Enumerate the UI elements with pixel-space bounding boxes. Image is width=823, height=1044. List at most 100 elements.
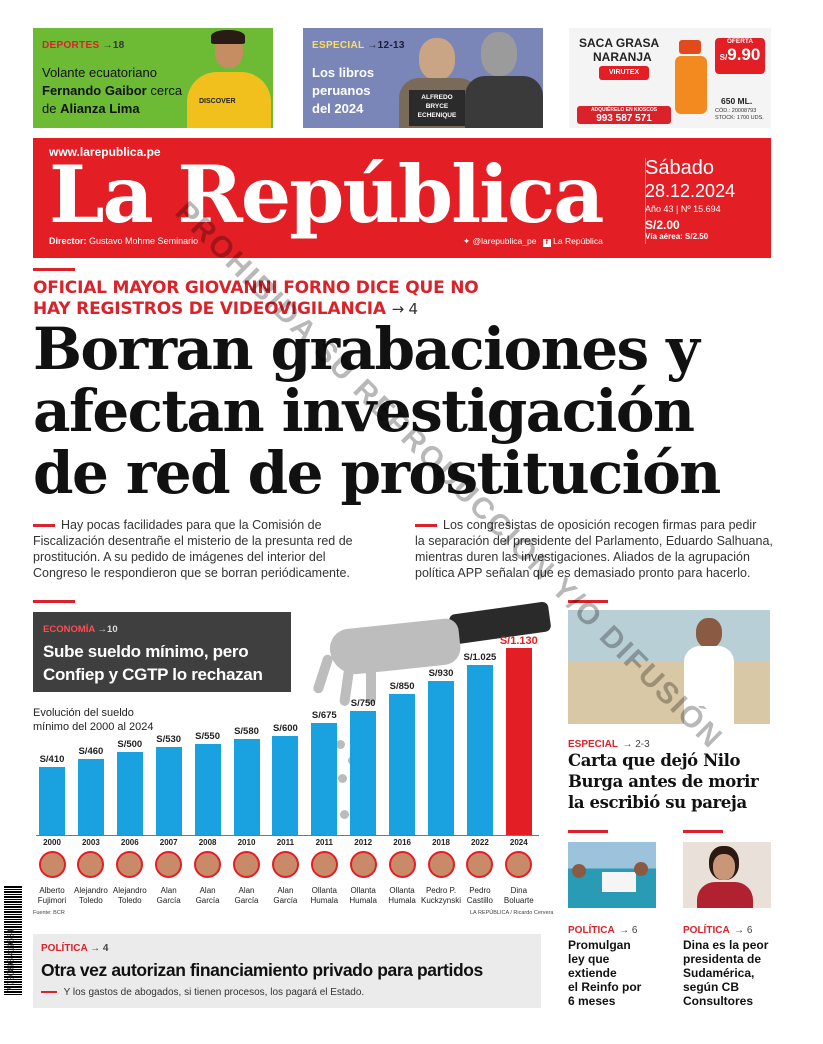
promo-team: Alianza Lima: [60, 101, 140, 116]
spray-bottle: [673, 40, 709, 114]
year-label: 2008: [198, 838, 217, 847]
book-text: ALFREDO: [421, 94, 453, 101]
bar-5: [233, 739, 260, 835]
twitter-handle[interactable]: @larepublica_pe: [472, 236, 537, 246]
bar-label: S/1.025: [463, 652, 497, 664]
politica1-page: → 6: [619, 925, 638, 936]
protest-photo: [568, 842, 656, 908]
promo-name: Fernando Gaibor: [42, 83, 147, 98]
barcode-number: 7 750893 419634: [6, 929, 16, 992]
president-portrait: [77, 851, 105, 878]
president-portrait: [271, 851, 299, 878]
lead-headline[interactable]: Borran grabaciones y afectan investigaci…: [33, 318, 793, 504]
player-photo: DISCOVER: [181, 28, 273, 128]
issue-price: S/2.00: [645, 218, 680, 232]
president-portrait: [194, 851, 222, 878]
headline-line: Borran grabaciones y: [33, 315, 700, 383]
especial-section: ESPECIAL: [568, 739, 619, 750]
ad-price-symbol: S/: [719, 53, 728, 62]
ad-phone-box: ADQUIÉRELO EN KIOSCOS 993 587 571: [577, 106, 671, 124]
promo-especial[interactable]: ESPECIAL →12-13 Los libros peruanos del …: [303, 28, 543, 128]
chart-source: Fuente: BCR: [33, 910, 65, 916]
president-name: Ollanta Humala: [349, 886, 377, 905]
lead-summary-right: Los congresistas de oposición recogen fi…: [415, 517, 785, 581]
section-rule: [683, 830, 723, 833]
year-label: 2024: [509, 838, 528, 847]
director-name: Gustavo Mohme Seminario: [89, 236, 199, 246]
lead-kicker-1: OFICIAL MAYOR GIOVANNI FORNO DICE QUE NO: [33, 278, 479, 298]
summary-line: Fiscalización desentrañe el misterio de …: [33, 534, 353, 548]
promo-line: peruanos: [312, 83, 371, 98]
bar-label: S/600: [272, 722, 298, 734]
economy-headline: Confiep y CGTP lo rechazan: [43, 665, 263, 684]
authors-photo: ALFREDO BRYCE ECHENIQUE: [399, 28, 543, 128]
president-portrait: [349, 851, 377, 878]
site-url[interactable]: www.larepublica.pe: [49, 145, 161, 159]
summary-line: política APP señalan que es demasiado pr…: [415, 566, 751, 580]
president-portrait: [233, 851, 260, 878]
dash-rule: [415, 524, 437, 528]
ad-code: CÓD.: 20008793: [715, 108, 757, 114]
politica1-headline[interactable]: Promulgan ley que extiende el Reinfo por…: [568, 938, 641, 1008]
year-label: 2006: [120, 838, 139, 847]
promo-section: ESPECIAL: [312, 40, 365, 51]
headline-line: Sudamérica,: [683, 966, 755, 980]
issue-edition: Año 43 | Nº 15.694: [645, 204, 721, 214]
masthead: www.larepublica.pe La República Director…: [33, 138, 771, 258]
ad-phone: 993 587 571: [596, 113, 652, 124]
politics-box[interactable]: POLÍTICA → 4 Otra vez autorizan financia…: [33, 934, 541, 1008]
promo-text-3: de: [42, 101, 57, 116]
bar-10: [428, 681, 454, 835]
bar-0: [39, 767, 65, 835]
section-rule: [33, 268, 75, 271]
promo-line: del 2024: [312, 101, 364, 116]
ad-virutex[interactable]: SACA GRASA NARANJA VIRUTEX OFERTA S/9.90…: [569, 28, 771, 128]
promo-deportes[interactable]: DEPORTES →18 Volante ecuatoriano Fernand…: [33, 28, 273, 128]
shirt-text: DISCOVER: [199, 98, 236, 105]
issue-air-price: Vía aérea: S/2.50: [645, 232, 709, 241]
facebook-handle[interactable]: La República: [553, 236, 603, 246]
ad-line: SACA GRASA: [579, 36, 660, 50]
headline-line: extiende: [568, 966, 617, 980]
headline-line: la escribió su pareja: [568, 793, 747, 812]
promo-page: →12-13: [367, 40, 405, 51]
president-portrait: [388, 851, 416, 878]
promo-line: Los libros: [312, 65, 375, 80]
president-name: Dina Boluarte: [503, 886, 534, 905]
promo-page: →18: [102, 40, 125, 51]
politica1-section: POLÍTICA: [568, 925, 615, 936]
president-name: Alejandro Toledo: [112, 886, 147, 905]
chart-credit: LA REPÚBLICA / Ricardo Cervera: [470, 910, 554, 916]
politics-headline: Otra vez autorizan financiamiento privad…: [41, 960, 483, 980]
bar-label: S/550: [195, 730, 220, 742]
politica2-headline[interactable]: Dina es la peor presidenta de Sudamérica…: [683, 938, 768, 1008]
chart-title: Evolución del sueldo mínimo del 2000 al …: [33, 706, 153, 734]
bar-label: S/850: [389, 681, 415, 693]
summary-line: Hay pocas facilidades para que la Comisi…: [61, 518, 322, 532]
bar-1: [77, 758, 104, 835]
section-rule: [568, 600, 608, 603]
boluarte-photo: [683, 842, 771, 908]
president-name: Alan García: [195, 886, 220, 905]
bar-3: [155, 747, 182, 835]
twitter-icon: ✦: [463, 236, 471, 246]
president-portrait: [466, 851, 494, 878]
dash-rule: [33, 524, 55, 528]
bar-2: [116, 752, 143, 835]
promo-text-2: cerca: [150, 83, 183, 98]
chart-title-line: mínimo del 2000 al 2024: [33, 721, 154, 733]
ad-price: 9.90: [727, 45, 761, 64]
president-name: Ollanta Humala: [388, 886, 416, 905]
bar-label: S/750: [350, 697, 376, 709]
president-name: Alan García: [234, 886, 259, 905]
lead-kicker-page: → 4: [391, 300, 418, 318]
year-label: 2007: [159, 838, 178, 847]
president-name: Alberto Fujimori: [37, 886, 67, 905]
ad-price-tag: OFERTA S/9.90: [715, 38, 765, 74]
beach-photo: [568, 610, 770, 724]
lead-kicker-2: HAY REGISTROS DE VIDEOVIGILANCIA: [33, 299, 386, 319]
especial-headline[interactable]: Carta que dejó Nilo Burga antes de morir…: [568, 750, 759, 813]
economy-box[interactable]: ECONOMÍA →10 Sube sueldo mínimo, pero Co…: [33, 612, 291, 692]
president-name: Ollanta Humala: [310, 886, 339, 905]
headline-line: de red de prostitución: [33, 439, 721, 507]
